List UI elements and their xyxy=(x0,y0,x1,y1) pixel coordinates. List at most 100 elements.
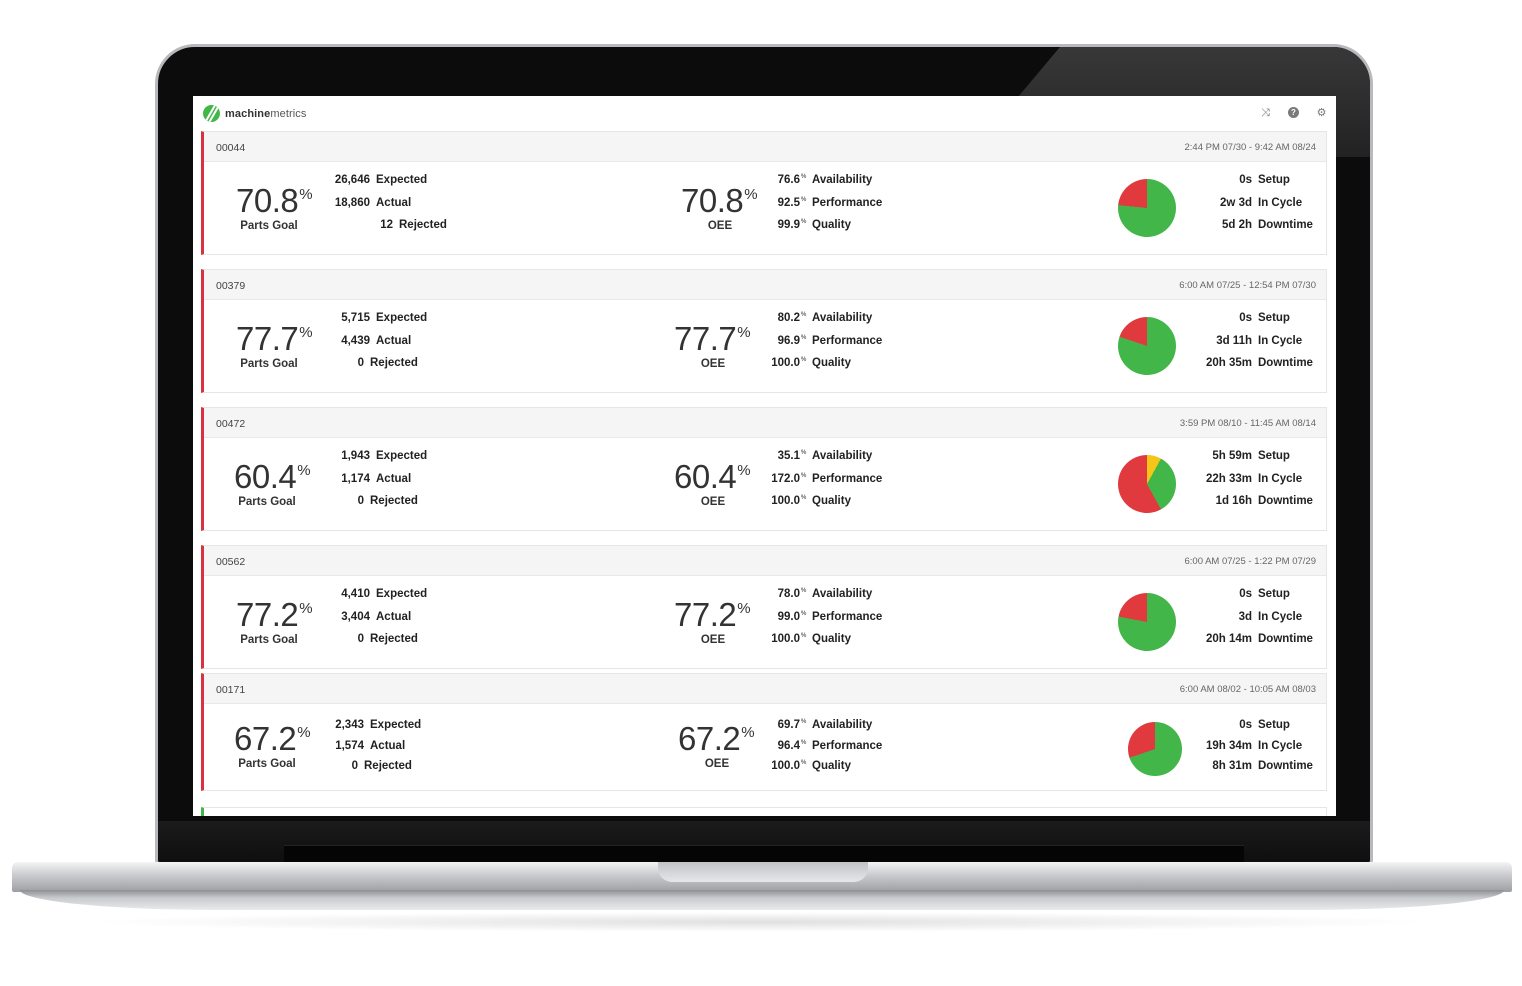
downtime-label: Downtime xyxy=(1258,219,1313,231)
machine-card[interactable]: 00562 6:00 AM 07/25 - 1:22 PM 07/29 77.2… xyxy=(201,545,1327,669)
machine-header[interactable]: 00379 6:00 AM 07/25 - 12:54 PM 07/30 xyxy=(204,270,1326,300)
performance-label: Performance xyxy=(812,472,883,485)
parts-goal-label: Parts Goal xyxy=(240,634,298,646)
machine-card[interactable]: 00044 2:44 PM 07/30 - 9:42 AM 08/24 70.8… xyxy=(201,131,1327,255)
in-cycle-row: 3d 11h In Cycle xyxy=(1206,335,1316,358)
in-cycle-value: 2w 3d xyxy=(1220,196,1252,209)
machine-card[interactable]: 00379 6:00 AM 07/25 - 12:54 PM 07/30 77.… xyxy=(201,269,1327,393)
actual-label: Actual xyxy=(376,196,412,209)
in-cycle-row: 19h 34m In Cycle xyxy=(1206,740,1316,761)
performance-row: 96.9% Performance xyxy=(766,334,883,358)
expected-label: Expected xyxy=(376,588,428,600)
machine-header[interactable]: 00044 2:44 PM 07/30 - 9:42 AM 08/24 xyxy=(204,132,1326,162)
app-screen: machinemetrics ⤨ ? ⚙ 00044 2:44 PM 07/30… xyxy=(193,96,1336,816)
quality-label: Quality xyxy=(812,495,851,507)
machine-header[interactable]: 00562 6:00 AM 07/25 - 1:22 PM 07/29 xyxy=(204,546,1326,576)
oee-label: OEE xyxy=(700,634,726,646)
rejected-label: Rejected xyxy=(399,219,447,231)
parts-goal-label: Parts Goal xyxy=(238,758,296,770)
performance-label: Performance xyxy=(812,334,883,347)
parts-goal-value: 77.2% xyxy=(236,596,313,633)
shuffle-icon[interactable]: ⤨ xyxy=(1261,107,1270,119)
rejected-value: 0 xyxy=(357,357,364,369)
in-cycle-row: 2w 3d In Cycle xyxy=(1220,197,1316,220)
expected-row: 1,943 Expected xyxy=(334,450,427,473)
machine-header[interactable]: 00472 3:59 PM 08/10 - 11:45 AM 08/14 xyxy=(204,408,1326,438)
machine-id: 00472 xyxy=(216,418,246,430)
in-cycle-label: In Cycle xyxy=(1258,610,1303,623)
setup-value: 0s xyxy=(1239,174,1252,186)
downtime-value: 1d 16h xyxy=(1215,495,1252,507)
oee-label: OEE xyxy=(704,758,730,770)
setup-value: 0s xyxy=(1239,588,1252,600)
oee-value: 70.8% xyxy=(681,182,758,219)
oee-value: 67.2% xyxy=(678,720,755,757)
quality-label: Quality xyxy=(812,760,851,772)
state-pie-chart[interactable] xyxy=(1118,455,1176,513)
parts-goal-label: Parts Goal xyxy=(240,358,298,370)
state-pie-chart[interactable] xyxy=(1118,593,1176,651)
availability-row: 76.6% Availability xyxy=(766,174,882,197)
availability-row: 78.0% Availability xyxy=(766,588,882,611)
oee-metrics: 35.1% Availability 172.0% Performance 100.… xyxy=(766,450,882,518)
parts-counts: 5,715 Expected 4,439 Actual 0 Rejected xyxy=(334,312,427,380)
downtime-value: 20h 35m xyxy=(1205,357,1252,369)
expected-row: 5,715 Expected xyxy=(334,312,427,335)
actual-label: Actual xyxy=(376,472,412,485)
machine-header[interactable]: 00171 6:00 AM 08/02 - 10:05 AM 08/03 xyxy=(204,674,1326,704)
quality-row: 100.0% Quality xyxy=(766,633,882,656)
actual-label: Actual xyxy=(370,739,406,752)
quality-value: 100.0 xyxy=(771,357,800,369)
parts-counts: 26,646 Expected 18,860 Actual 12 Rejected xyxy=(334,174,447,242)
state-pie-chart[interactable] xyxy=(1128,722,1182,776)
rejected-row: 0 Rejected xyxy=(328,760,421,781)
expected-row: 4,410 Expected xyxy=(334,588,427,611)
performance-value: 99.0 xyxy=(777,610,800,623)
performance-row: 172.0% Performance xyxy=(766,473,882,496)
downtime-label: Downtime xyxy=(1258,357,1313,369)
rejected-label: Rejected xyxy=(370,357,418,369)
rejected-row: 0 Rejected xyxy=(334,495,427,518)
performance-row: 96.4% Performance xyxy=(766,740,883,761)
expected-label: Expected xyxy=(376,174,428,186)
state-pie-chart[interactable] xyxy=(1118,179,1176,237)
rejected-row: 0 Rejected xyxy=(334,357,427,380)
machine-card[interactable]: 00472 3:59 PM 08/10 - 11:45 AM 08/14 60.… xyxy=(201,407,1327,531)
availability-label: Availability xyxy=(812,312,873,324)
downtime-row: 1d 16h Downtime xyxy=(1206,495,1316,518)
brand-logo[interactable]: machinemetrics xyxy=(203,105,307,122)
state-durations: 0s Setup 19h 34m In Cycle 8h 31m Downtime xyxy=(1206,719,1316,781)
machine-id: 00044 xyxy=(216,142,246,154)
quality-label: Quality xyxy=(812,219,851,231)
parts-counts: 2,343 Expected 1,574 Actual 0 Rejected xyxy=(328,719,421,781)
setup-value: 0s xyxy=(1239,719,1252,731)
machine-id: 00171 xyxy=(216,684,246,696)
downtime-label: Downtime xyxy=(1258,633,1313,645)
quality-value: 100.0 xyxy=(771,760,800,772)
availability-label: Availability xyxy=(812,174,873,186)
parts-goal-label: Parts Goal xyxy=(240,220,298,232)
oee-metrics: 78.0% Availability 99.0% Performance 100.0… xyxy=(766,588,882,656)
toolbar-icons: ⤨ ? ⚙ xyxy=(1259,107,1328,120)
time-range: 3:59 PM 08/10 - 11:45 AM 08/14 xyxy=(1179,418,1316,429)
actual-value: 1,574 xyxy=(335,739,364,752)
quality-label: Quality xyxy=(812,357,851,369)
quality-value: 100.0 xyxy=(771,633,800,645)
in-cycle-label: In Cycle xyxy=(1258,472,1303,485)
gear-icon[interactable]: ⚙ xyxy=(1316,107,1327,119)
laptop-opening-notch xyxy=(658,862,868,882)
availability-row: 80.2% Availability xyxy=(766,312,882,335)
help-icon[interactable]: ? xyxy=(1288,107,1299,118)
actual-row: 3,404 Actual xyxy=(334,611,427,634)
availability-value: 35.1 xyxy=(777,450,800,462)
performance-row: 99.0% Performance xyxy=(766,610,883,634)
actual-row: 1,574 Actual xyxy=(328,740,421,761)
quality-row: 99.9% Quality xyxy=(766,219,882,242)
state-pie-chart[interactable] xyxy=(1118,317,1176,375)
machine-card-partial[interactable] xyxy=(201,807,1327,816)
quality-row: 100.0% Quality xyxy=(766,495,882,518)
parts-counts: 4,410 Expected 3,404 Actual 0 Rejected xyxy=(334,588,427,656)
time-range: 6:00 AM 07/25 - 1:22 PM 07/29 xyxy=(1184,556,1316,567)
machine-body: 67.2% Parts Goal 2,343 Expected 1,574 Actu… xyxy=(204,704,1326,790)
machine-card[interactable]: 00171 6:00 AM 08/02 - 10:05 AM 08/03 67.… xyxy=(201,673,1327,791)
